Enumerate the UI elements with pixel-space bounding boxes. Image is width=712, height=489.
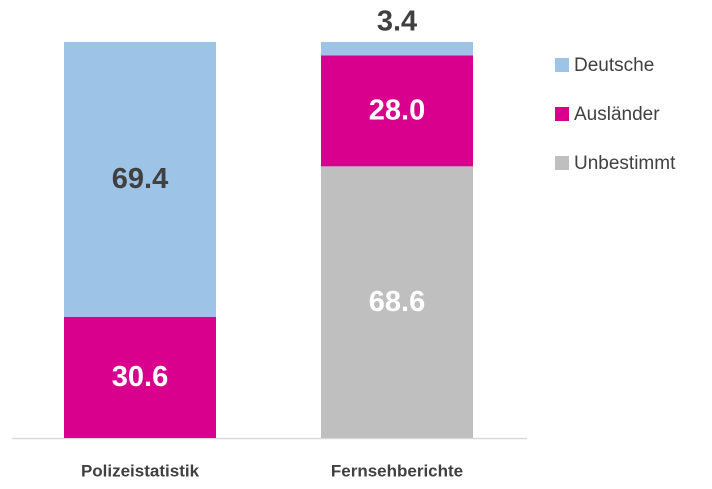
value-label: 28.0 bbox=[369, 95, 425, 127]
legend-label: Ausländer bbox=[574, 104, 660, 125]
bar-segment bbox=[321, 55, 473, 167]
value-label: 3.4 bbox=[377, 6, 417, 38]
legend-swatch bbox=[555, 107, 569, 121]
legend-label: Deutsche bbox=[574, 55, 654, 76]
bar-segment bbox=[64, 42, 216, 317]
legend-swatch bbox=[555, 58, 569, 72]
value-label: 30.6 bbox=[112, 361, 168, 393]
bar-segment bbox=[321, 166, 473, 438]
x-tick-label: Polizeistatistik bbox=[81, 461, 200, 480]
bar-segment bbox=[64, 316, 216, 438]
legend-label: Unbestimmt bbox=[574, 153, 676, 174]
bar-segment bbox=[321, 42, 473, 56]
x-tick-label: Fernsehberichte bbox=[331, 461, 463, 480]
value-label: 69.4 bbox=[112, 163, 168, 195]
value-label: 68.6 bbox=[369, 286, 425, 318]
legend-swatch bbox=[555, 156, 569, 170]
